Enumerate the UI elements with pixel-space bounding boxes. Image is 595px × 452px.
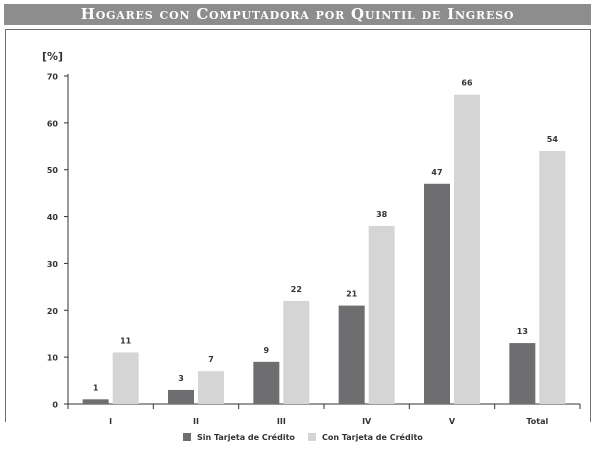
data-label: 22 — [291, 285, 302, 294]
y-tick-label: 10 — [47, 354, 59, 363]
x-tick-label: IV — [362, 417, 372, 426]
bar-con-tarjeta — [112, 352, 139, 404]
x-tick-label: V — [449, 417, 456, 426]
x-tick-label: I — [109, 417, 112, 426]
legend-swatch — [308, 433, 316, 441]
y-tick-label: 0 — [52, 401, 58, 410]
data-label: 21 — [346, 290, 358, 299]
bar-sin-tarjeta — [424, 183, 450, 404]
x-tick-label: III — [277, 417, 286, 426]
data-label: 1 — [93, 383, 99, 392]
bar-sin-tarjeta — [82, 399, 109, 404]
data-label: 38 — [376, 210, 388, 219]
y-tick-label: 40 — [47, 213, 59, 222]
y-tick-label: 20 — [47, 307, 59, 316]
bar-sin-tarjeta — [509, 343, 536, 404]
x-tick-label: II — [193, 417, 199, 426]
data-label: 3 — [178, 374, 184, 383]
bar-sin-tarjeta — [253, 361, 280, 404]
bar-con-tarjeta — [283, 300, 310, 404]
y-tick-label: 70 — [47, 73, 59, 82]
bar-sin-tarjeta — [168, 389, 194, 404]
data-label: 7 — [208, 355, 214, 364]
y-tick-label: 50 — [47, 166, 59, 175]
legend: Sin Tarjeta de Crédito Con Tarjeta de Cré… — [183, 432, 423, 442]
legend-label: Con Tarjeta de Crédito — [322, 432, 423, 442]
y-tick-label: 30 — [47, 260, 59, 269]
data-label: 54 — [547, 135, 559, 144]
chart-panel — [5, 29, 591, 422]
bar-con-tarjeta — [198, 371, 224, 404]
data-label: 9 — [264, 346, 270, 355]
y-axis-unit-label: [%] — [42, 50, 63, 63]
y-tick-label: 60 — [47, 119, 59, 128]
legend-label: Sin Tarjeta de Crédito — [197, 432, 295, 442]
bar-con-tarjeta — [368, 225, 395, 404]
chart-title: Hogares con Computadora por Quintil de I… — [4, 4, 591, 25]
legend-swatch — [183, 433, 191, 441]
data-label: 66 — [461, 79, 473, 88]
data-label: 13 — [517, 327, 528, 336]
bar-sin-tarjeta — [338, 305, 365, 404]
bar-con-tarjeta — [454, 94, 480, 404]
bar-con-tarjeta — [539, 150, 566, 404]
data-label: 47 — [431, 168, 442, 177]
data-label: 11 — [120, 336, 132, 345]
x-tick-label: Total — [526, 417, 548, 426]
